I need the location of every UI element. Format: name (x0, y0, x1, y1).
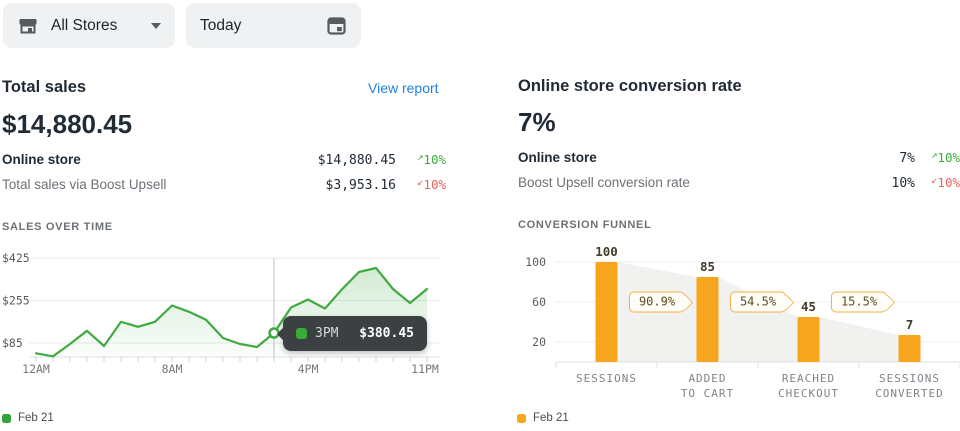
category-label: ADDED (688, 372, 726, 385)
row-value: 7% (899, 151, 915, 166)
sales-over-time-chart[interactable]: $425 $255 $85 12AM 8AM 4PM 11PM (0, 246, 446, 378)
y-axis-label: 100 (525, 255, 546, 269)
conversion-step-badge: 15.5% (830, 291, 888, 313)
row-label: Online store (518, 150, 597, 165)
delta-value: 10% (423, 177, 446, 192)
funnel-legend: Feb 21 (517, 412, 569, 424)
arrow-down-icon: ↙ (417, 176, 424, 188)
legend-label: Feb 21 (18, 412, 54, 424)
delta-value: 10% (937, 175, 960, 190)
delta-badge: ↙10% (396, 176, 446, 192)
arrow-up-icon: ↗ (417, 151, 424, 163)
y-axis-label: $255 (2, 294, 30, 308)
svg-text:100: 100 (595, 244, 618, 259)
sales-legend: Feb 21 (2, 412, 54, 424)
total-sales-breakdown: Online store $14,880.45 ↗10% Total sales… (2, 151, 446, 199)
date-selector-button[interactable]: Today (186, 3, 361, 48)
row-value: $3,953.16 (325, 178, 396, 193)
category-label: CONVERTED (875, 387, 944, 400)
store-selector-button[interactable]: All Stores (3, 3, 175, 48)
delta-value: 10% (423, 152, 446, 167)
x-axis-label: 8AM (162, 362, 183, 376)
total-sales-value: $14,880.45 (2, 109, 133, 139)
x-axis-label: 11PM (411, 362, 439, 376)
conversion-funnel-chart[interactable]: 100 60 20 100 85 45 7 SESSIONS ADDED TO CAR… (518, 240, 960, 410)
category-label: CHECKOUT (778, 387, 839, 400)
tooltip-time: 3PM (315, 326, 339, 341)
y-axis-label: 60 (532, 295, 546, 309)
arrow-down-icon: ↙ (931, 174, 938, 186)
legend-swatch-green (2, 413, 11, 423)
row-label: Total sales via Boost Upsell (2, 177, 167, 192)
delta-badge: ↙10% (915, 174, 960, 190)
delta-badge: ↗10% (396, 151, 446, 167)
conversion-breakdown: Online store 7% ↗10% Boost Upsell conver… (518, 149, 960, 197)
chevron-down-icon (151, 22, 161, 29)
conversion-rate-value: 7% (518, 107, 556, 137)
table-row: Online store 7% ↗10% (518, 149, 960, 172)
date-selector-label: Today (200, 16, 242, 34)
conversion-funnel-heading: CONVERSION FUNNEL (518, 219, 652, 231)
delta-value: 10% (937, 150, 960, 165)
x-axis-label: 4PM (298, 362, 319, 376)
table-row: Total sales via Boost Upsell $3,953.16 ↙… (2, 176, 446, 199)
row-value: $14,880.45 (317, 153, 396, 168)
view-report-link[interactable]: View report (368, 80, 439, 96)
category-label: SESSIONS (879, 372, 940, 385)
conversion-step-badge: 90.9% (628, 291, 686, 313)
conversion-rate-title: Online store conversion rate (518, 77, 742, 95)
arrow-up-icon: ↗ (931, 149, 938, 161)
total-sales-title: Total sales (2, 78, 87, 96)
x-axis-label: 12AM (22, 362, 50, 376)
conversion-step-badge: 54.5% (729, 291, 787, 313)
y-axis-label: 20 (532, 335, 546, 349)
row-value: 10% (891, 176, 915, 191)
row-label: Online store (2, 152, 81, 167)
table-row: Online store $14,880.45 ↗10% (2, 151, 446, 174)
category-label: REACHED (782, 372, 835, 385)
legend-label: Feb 21 (533, 412, 569, 424)
svg-text:45: 45 (801, 299, 816, 314)
tooltip-value: $380.45 (359, 326, 414, 341)
series-swatch (296, 328, 307, 339)
delta-badge: ↗10% (915, 149, 960, 165)
chart-tooltip: 3PM $380.45 (283, 316, 427, 351)
calendar-icon (327, 17, 346, 35)
table-row: Boost Upsell conversion rate 10% ↙10% (518, 174, 960, 197)
svg-text:7: 7 (906, 317, 914, 332)
y-axis-label: $85 (2, 336, 23, 350)
category-label: SESSIONS (576, 372, 637, 385)
store-selector-label: All Stores (51, 16, 118, 34)
y-axis-label: $425 (2, 251, 30, 265)
row-label: Boost Upsell conversion rate (518, 175, 690, 190)
sales-over-time-heading: SALES OVER TIME (2, 221, 113, 233)
legend-swatch-orange (517, 413, 526, 423)
category-label: TO CART (681, 387, 734, 400)
store-icon (19, 18, 37, 33)
svg-text:85: 85 (700, 259, 715, 274)
